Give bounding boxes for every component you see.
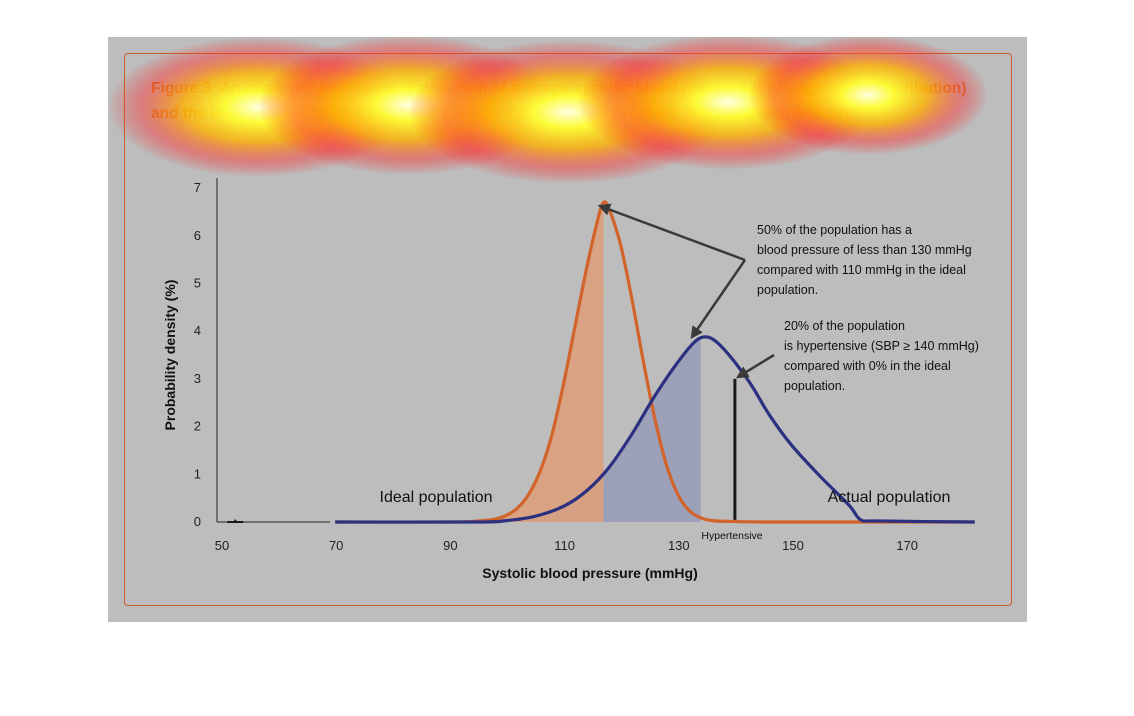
x-tick-label: 50 [215,538,229,553]
annotation-20pct-line: compared with 0% in the ideal [784,359,951,373]
y-tick-label: 1 [194,466,201,481]
x-tick-label: 110 [554,538,575,553]
x-tick-label: 70 [329,538,343,553]
hypertensive-label: Hypertensive [701,530,762,542]
arrow-to-ideal-peak [597,203,746,262]
area-actual-population [335,339,701,523]
x-tick-label: 150 [782,538,804,553]
y-tick-label: 2 [194,419,201,434]
annotation-50pct-line: compared with 110 mmHg in the ideal [757,263,966,277]
y-tick-label: 3 [194,371,201,386]
arrow-to-hypertensive [735,353,775,379]
label-ideal-population: Ideal population [380,489,493,506]
y-tick-label: 0 [194,514,201,529]
y-tick-label: 7 [194,180,201,195]
annotation-20pct-line: is hypertensive (SBP ≥ 140 mmHg) [784,339,979,353]
area-ideal-population [335,201,604,523]
x-axis-title: Systolic blood pressure (mmHg) [482,565,697,581]
y-tick-label: 6 [194,228,201,243]
label-actual-population: Actual population [828,489,951,506]
y-axis-title: Probability density (%) [162,280,178,431]
arrow-to-actual-peak [690,259,747,340]
x-tick-label: 90 [443,538,457,553]
annotation-50pct-line: population. [757,283,818,297]
annotation-50pct-line: blood pressure of less than 130 mmHg [757,243,972,257]
annotation-50pct-line: 50% of the population has a [757,223,912,237]
x-tick-label: 130 [668,538,690,553]
y-tick-label: 5 [194,276,201,291]
annotation-20pct-line: 20% of the population [784,319,905,333]
annotation-20pct-line: population. [784,379,845,393]
x-tick-label: 170 [896,538,918,553]
y-tick-label: 4 [194,323,201,338]
